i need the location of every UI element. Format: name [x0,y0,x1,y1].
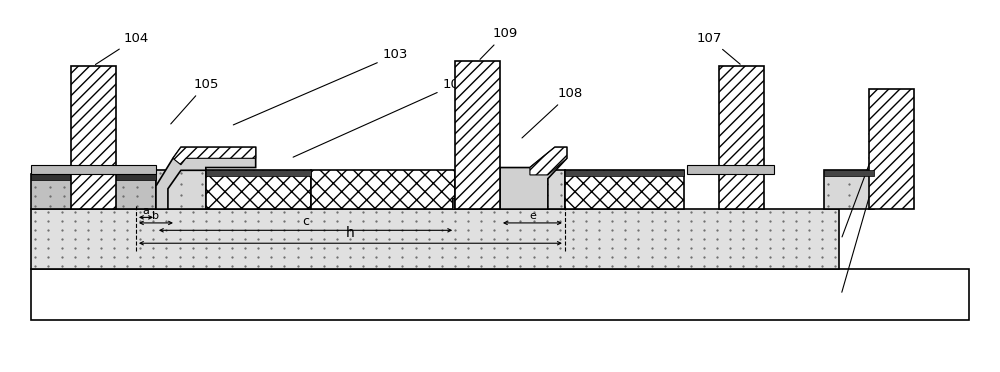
Bar [31,269,969,320]
Bar [31,174,156,209]
Bar [31,209,839,269]
Text: 104: 104 [95,32,149,64]
Bar [565,170,684,176]
Text: 103: 103 [233,48,408,125]
Text: b: b [152,211,159,221]
Text: a: a [143,206,149,215]
Bar [719,66,764,209]
Text: h: h [346,225,355,240]
Bar [71,66,116,209]
Text: 102: 102 [842,131,892,237]
Bar [455,61,500,209]
Text: 106: 106 [293,78,468,157]
Bar [824,170,874,209]
Bar [31,174,156,180]
Polygon shape [530,147,567,175]
Bar [31,165,156,174]
Text: 101: 101 [842,156,892,292]
Bar [687,165,774,174]
Text: c: c [302,215,309,228]
Bar [206,170,311,176]
Bar [206,170,311,209]
Bar [500,170,565,209]
Polygon shape [173,147,256,165]
Text: 109: 109 [480,27,518,60]
Bar [869,89,914,209]
Text: d: d [474,178,481,188]
Bar [565,170,684,209]
Bar [452,198,477,209]
Text: 107: 107 [697,32,740,64]
Bar [156,170,206,209]
Bar [311,170,455,209]
Text: e: e [529,211,536,221]
Text: 108: 108 [522,87,582,138]
Bar [824,170,874,176]
Polygon shape [156,147,256,209]
Text: 105: 105 [171,78,219,124]
Polygon shape [500,147,567,209]
